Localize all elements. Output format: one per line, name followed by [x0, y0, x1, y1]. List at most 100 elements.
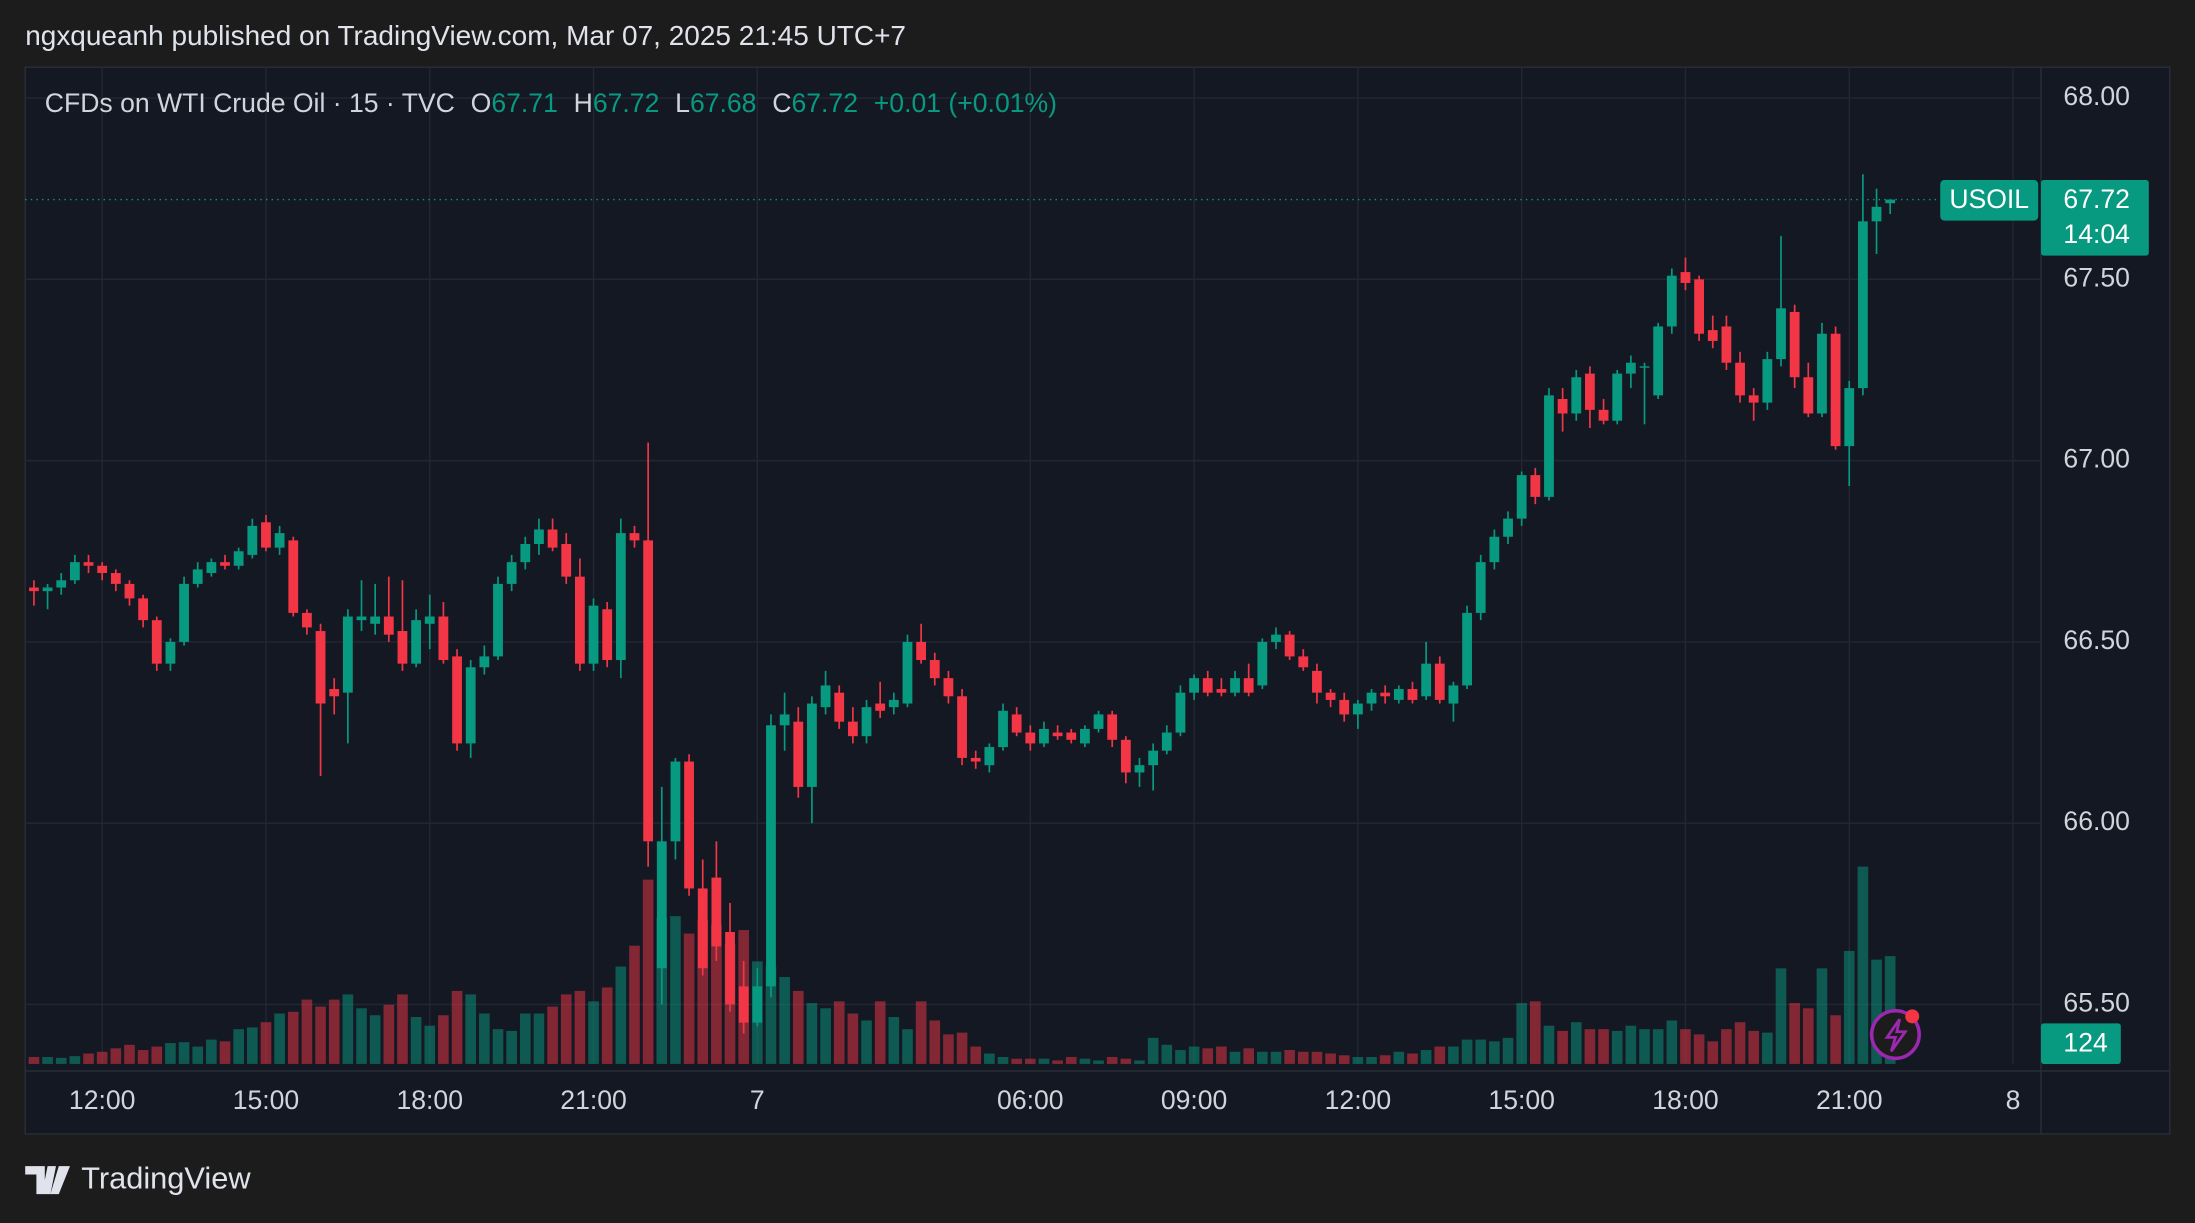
candle-body	[1885, 199, 1896, 204]
candle-body	[1680, 272, 1691, 283]
volume-bar	[1775, 968, 1787, 1064]
candle-body	[670, 761, 681, 842]
candle-body	[83, 562, 94, 566]
candle-body	[1339, 699, 1350, 715]
candle-body	[1516, 475, 1527, 519]
volume-bar	[1502, 1037, 1514, 1064]
volume-bar	[1147, 1037, 1159, 1064]
candle-body	[124, 583, 135, 599]
candle-body	[1694, 279, 1705, 334]
volume-bar	[1175, 1050, 1186, 1064]
candle-body	[1625, 362, 1636, 374]
symbol-tag-box	[1940, 179, 2039, 221]
candle-body	[192, 569, 203, 584]
volume-bar	[792, 990, 804, 1064]
candle-body	[479, 656, 490, 668]
candle-body	[1407, 689, 1418, 700]
x-tick-label: 7	[750, 1085, 765, 1115]
volume-bar	[519, 1013, 531, 1064]
candle-body	[1366, 692, 1377, 704]
low-label: L	[675, 88, 690, 118]
candle-body	[397, 631, 408, 664]
volume-bar	[110, 1048, 122, 1064]
volume-bar	[424, 1025, 436, 1064]
volume-bar	[1570, 1022, 1582, 1064]
volume-bar	[1543, 1025, 1555, 1064]
volume-bar	[328, 999, 340, 1064]
x-tick-label: 15:00	[1488, 1085, 1555, 1115]
open-label: O	[471, 88, 492, 118]
volume-bar	[83, 1053, 94, 1064]
candle-body	[1857, 221, 1868, 389]
candle-body	[1257, 641, 1268, 686]
volume-bar	[670, 916, 681, 1064]
volume-bar	[929, 1020, 941, 1064]
volume-bar	[1311, 1051, 1323, 1064]
high-label: H	[574, 88, 593, 118]
volume-bar	[820, 1008, 831, 1064]
volume-bar	[506, 1030, 517, 1064]
volume-bar	[1243, 1048, 1255, 1064]
candle-body	[1776, 308, 1786, 360]
volume-bar	[1475, 1039, 1487, 1064]
volume-bar	[342, 994, 354, 1064]
candle-body	[1434, 663, 1445, 700]
candle-body	[725, 931, 735, 1005]
candle-body	[656, 841, 667, 969]
volume-bar	[1325, 1053, 1336, 1064]
candle-body	[288, 540, 299, 613]
candle-body	[547, 529, 558, 548]
x-tick-label: 12:00	[69, 1085, 136, 1115]
grid	[25, 67, 2042, 1064]
volume-bar	[902, 1029, 913, 1064]
x-tick-label: 06:00	[997, 1085, 1064, 1115]
y-tick-label: 68.00	[2063, 81, 2130, 111]
volume-bar	[246, 1027, 258, 1064]
volume-tag: 124	[2063, 1027, 2107, 1057]
candle-body	[1735, 362, 1745, 396]
candle-body	[151, 620, 162, 664]
volume-bar	[1202, 1048, 1214, 1064]
candle-body	[342, 616, 353, 693]
alert-bolt	[1884, 1018, 1908, 1053]
volume-bar	[1461, 1039, 1473, 1064]
volume-bar	[1352, 1056, 1364, 1064]
candle-body	[329, 689, 340, 697]
candle-body	[1107, 714, 1118, 740]
volume-bar	[178, 1042, 190, 1064]
high-value: 67.72	[593, 88, 660, 118]
candle-body	[561, 544, 572, 577]
y-tick-label: 67.00	[2063, 444, 2130, 474]
volume-bar	[315, 1006, 326, 1064]
volume-bar	[779, 977, 790, 1064]
candle-body	[506, 562, 517, 584]
candle-body	[711, 877, 722, 947]
volume-bar	[1530, 1001, 1541, 1064]
volume-bar	[560, 994, 572, 1064]
volume-bar	[874, 1001, 886, 1064]
candle-body	[220, 562, 230, 566]
volume-bar	[165, 1043, 176, 1064]
volume-bar	[1830, 1015, 1841, 1064]
volume-bar	[711, 924, 722, 1064]
y-tick-label: 67.50	[2063, 262, 2130, 292]
candle-body	[356, 616, 367, 621]
x-tick-label: 18:00	[396, 1085, 463, 1115]
candle-body	[1284, 634, 1295, 657]
volume-bar	[438, 1015, 449, 1064]
candle-body	[888, 699, 899, 708]
candle-body	[465, 667, 476, 744]
volume-bar	[1161, 1044, 1173, 1064]
candle-body	[1585, 373, 1595, 410]
alert-icon[interactable]	[1869, 1008, 1921, 1061]
volume-bar	[151, 1046, 163, 1064]
candle-body	[1803, 377, 1814, 414]
candle-body	[602, 609, 613, 661]
volume-bar	[1652, 1029, 1664, 1064]
alert-circle[interactable]	[1869, 1008, 1921, 1061]
volume-bar	[479, 1013, 490, 1064]
candle-layer	[29, 174, 1896, 1034]
volume-bar	[192, 1046, 204, 1064]
candle-body	[1421, 663, 1432, 697]
